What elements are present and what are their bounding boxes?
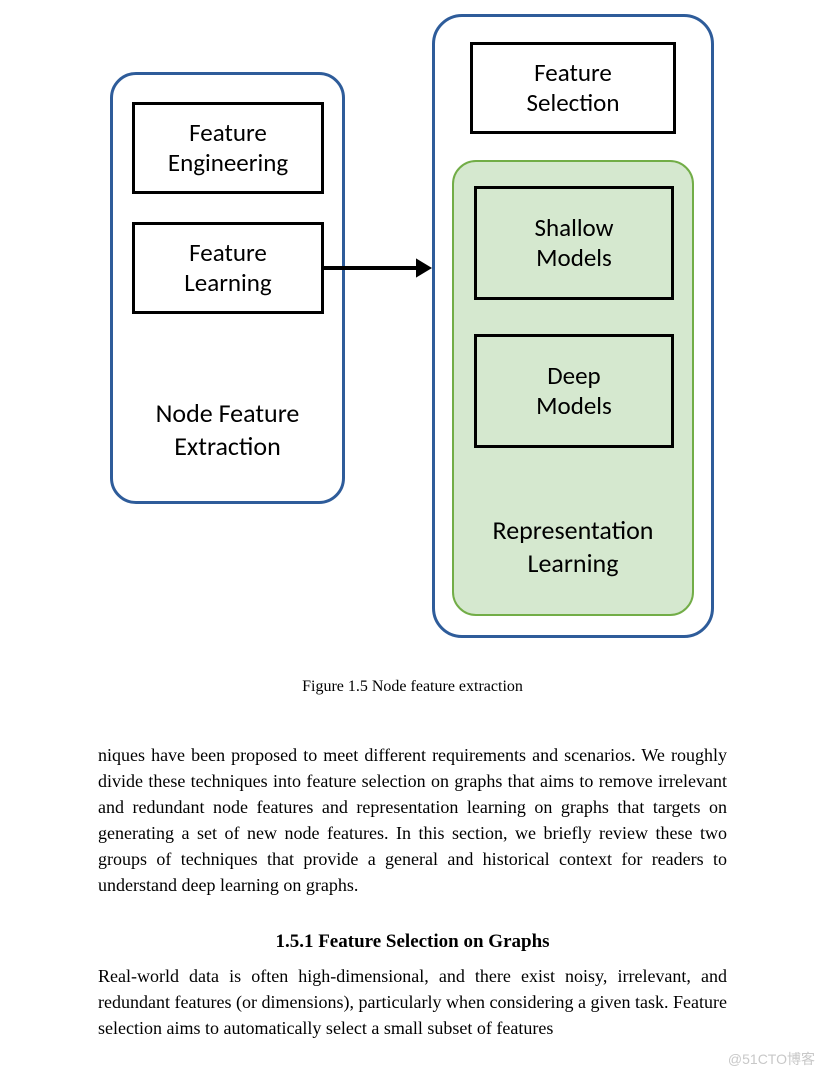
arrow-icon (322, 252, 450, 288)
figure-caption: Figure 1.5 Node feature extraction (0, 678, 825, 696)
shallow-models-box: ShallowModels (474, 186, 674, 300)
feature-selection-box: FeatureSelection (470, 42, 676, 134)
feature-learning-label: FeatureLearning (184, 238, 271, 298)
subsection-heading: 1.5.1 Feature Selection on Graphs (0, 931, 825, 953)
diagram-area: Node FeatureExtraction RepresentationLea… (0, 0, 825, 650)
watermark: @51CTO博客 (728, 1049, 815, 1069)
feature-selection-label: FeatureSelection (527, 58, 620, 118)
shallow-models-label: ShallowModels (534, 213, 613, 273)
body-paragraph-1: niques have been proposed to meet differ… (0, 742, 825, 899)
node-feature-extraction-label: Node FeatureExtraction (113, 397, 342, 462)
deep-models-box: DeepModels (474, 334, 674, 448)
body-paragraph-2: Real-world data is often high-dimensiona… (0, 963, 825, 1041)
feature-engineering-box: FeatureEngineering (132, 102, 324, 194)
deep-models-label: DeepModels (536, 361, 612, 421)
feature-learning-box: FeatureLearning (132, 222, 324, 314)
feature-engineering-label: FeatureEngineering (168, 118, 288, 178)
representation-learning-label: RepresentationLearning (454, 514, 692, 579)
